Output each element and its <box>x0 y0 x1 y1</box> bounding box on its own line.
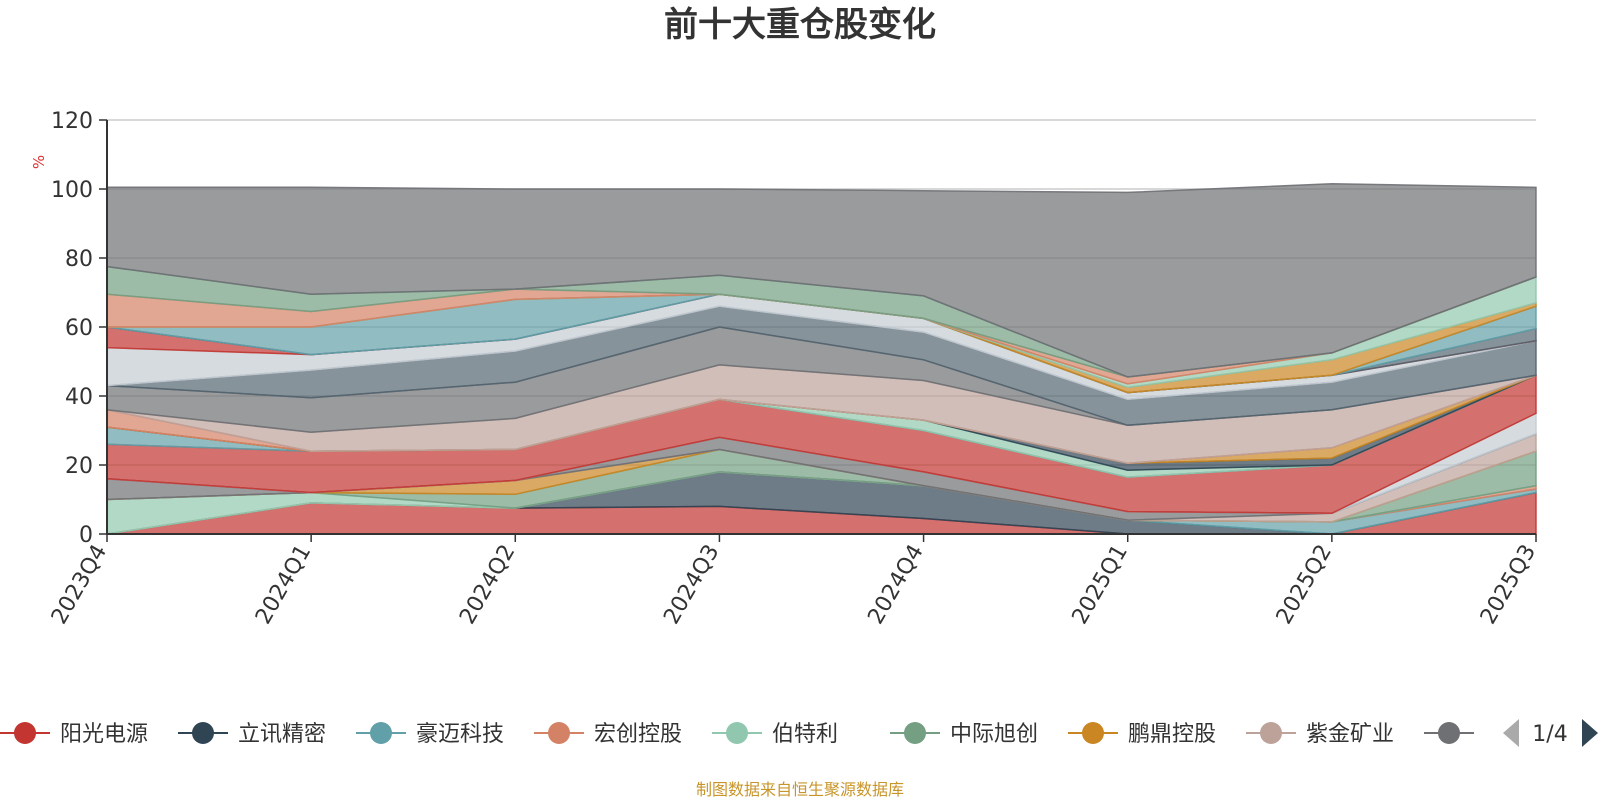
legend-item[interactable]: 立讯精密 <box>178 722 326 747</box>
y-tick-label: 80 <box>65 247 93 272</box>
x-tick-label: 2025Q3 <box>1476 541 1541 629</box>
stacked-areas <box>106 183 1537 535</box>
legend-marker-icon <box>192 722 214 744</box>
legend-label: 鹏鼎控股 <box>1128 722 1216 747</box>
legend-marker-icon <box>370 722 392 744</box>
y-tick-label: 60 <box>65 316 93 341</box>
legend-item[interactable]: 阳光电源 <box>0 722 148 747</box>
y-tick-label: 0 <box>79 523 93 548</box>
legend-item[interactable]: 伯特利 <box>712 722 838 747</box>
x-tick-label: 2025Q1 <box>1068 541 1133 629</box>
legend-marker-icon <box>904 722 926 744</box>
x-tick-label: 2024Q1 <box>251 541 316 629</box>
triangle-left-icon[interactable] <box>1503 719 1519 747</box>
legend: 阳光电源 立讯精密 豪迈科技 宏创控股 伯特利 中际旭创 鹏鼎控股 紫金矿业 奥士康 <box>0 722 1550 747</box>
legend-item[interactable]: 鹏鼎控股 <box>1068 722 1216 747</box>
legend-label: 伯特利 <box>772 722 838 747</box>
chart-title: 前十大重仓股变化 <box>664 5 936 45</box>
x-tick-label: 2025Q2 <box>1272 541 1337 629</box>
legend-marker-icon <box>1082 722 1104 744</box>
legend-item[interactable]: 中际旭创 <box>890 722 1038 747</box>
legend-item[interactable]: 奥士康 <box>1424 722 1550 747</box>
legend-marker-icon <box>14 722 36 744</box>
legend-marker-icon <box>726 722 748 744</box>
legend-label: 紫金矿业 <box>1306 722 1394 747</box>
legend-pager: 1/4 <box>1503 719 1598 747</box>
legend-item[interactable]: 宏创控股 <box>534 722 682 747</box>
legend-page-indicator: 1/4 <box>1532 722 1567 747</box>
x-tick-label: 2024Q4 <box>863 541 928 629</box>
y-axis-unit: % <box>30 155 48 169</box>
legend-marker-icon <box>1438 722 1460 744</box>
y-tick-label: 20 <box>65 454 93 479</box>
legend-label: 中际旭创 <box>950 722 1038 747</box>
legend-item[interactable]: 紫金矿业 <box>1246 722 1394 747</box>
source-note: 制图数据来自恒生聚源数据库 <box>696 780 904 799</box>
legend-item[interactable]: 豪迈科技 <box>356 722 504 747</box>
legend-marker-icon <box>1260 722 1282 744</box>
legend-marker-icon <box>548 722 570 744</box>
x-tick-label: 2024Q3 <box>659 541 724 629</box>
legend-label: 阳光电源 <box>60 722 148 747</box>
x-tick-label: 2023Q4 <box>47 541 112 629</box>
legend-label: 豪迈科技 <box>416 722 504 747</box>
area-series-29 <box>106 183 1537 378</box>
y-tick-label: 40 <box>65 385 93 410</box>
x-tick-label: 2024Q2 <box>455 541 520 629</box>
legend-label: 宏创控股 <box>594 722 682 747</box>
y-tick-label: 120 <box>51 109 93 134</box>
legend-label: 立讯精密 <box>238 722 326 747</box>
triangle-right-icon[interactable] <box>1582 719 1598 747</box>
y-tick-label: 100 <box>51 178 93 203</box>
